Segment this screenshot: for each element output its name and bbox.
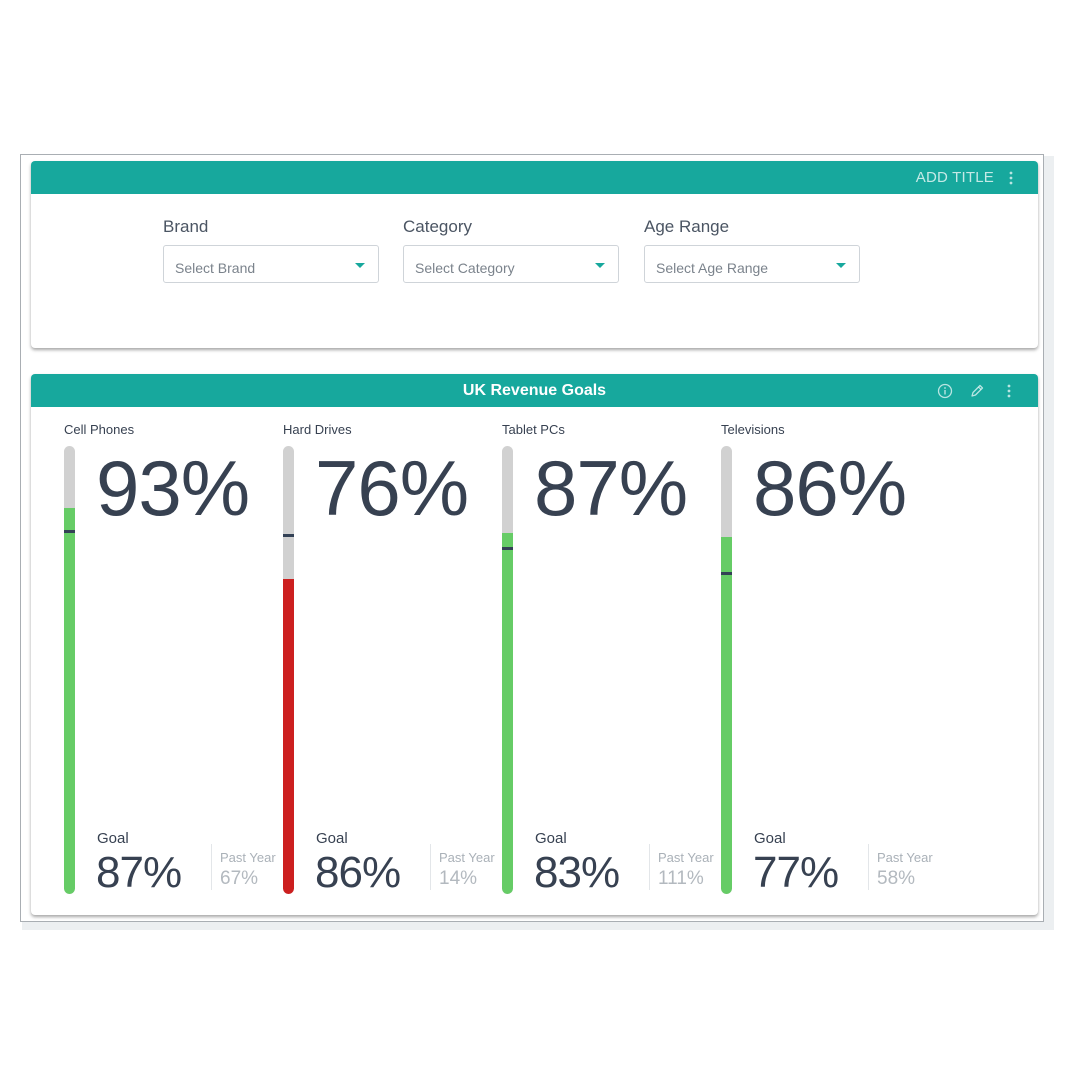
filter-widget-header: ADD TITLE	[31, 161, 1038, 194]
kebab-menu-icon[interactable]	[1002, 169, 1020, 187]
kpi-card-cell-phones: Cell Phones 93% Goal 87% Past Year 67%	[62, 406, 281, 897]
progress-bar-track	[64, 446, 75, 894]
caret-down-icon	[595, 263, 605, 268]
frame-shadow-right	[1044, 156, 1054, 930]
caret-down-icon	[355, 263, 365, 268]
goal-label: Goal	[97, 830, 129, 847]
goal-label: Goal	[535, 830, 567, 847]
kpi-value: 86%	[753, 444, 907, 532]
age-range-select-placeholder: Select Age Range	[656, 260, 769, 276]
category-filter: Category Select Category	[403, 217, 619, 283]
progress-bar-fill	[721, 537, 732, 894]
past-year-value: 111%	[658, 868, 704, 889]
past-year-label: Past Year	[439, 850, 495, 865]
brand-select-placeholder: Select Brand	[175, 260, 256, 276]
kpi-value: 93%	[96, 444, 250, 532]
past-year-value: 58%	[877, 868, 916, 889]
filter-header-actions	[1002, 161, 1020, 194]
age-range-select[interactable]: Select Age Range	[644, 245, 860, 283]
kpi-value: 87%	[534, 444, 688, 532]
divider	[868, 844, 869, 890]
brand-filter: Brand Select Brand	[163, 217, 379, 283]
category-filter-label: Category	[403, 217, 472, 236]
kpi-card-televisions: Televisions 86% Goal 77% Past Year 58%	[719, 406, 938, 897]
goal-value: 86%	[315, 848, 401, 897]
progress-bar-fill	[283, 579, 294, 894]
kpi-card-tablet-pcs: Tablet PCs 87% Goal 83% Past Year 111%	[500, 406, 719, 897]
past-year-value: 67%	[220, 868, 259, 889]
progress-bar-track	[502, 446, 513, 894]
goal-value: 83%	[534, 848, 620, 897]
kpi-card-hard-drives: Hard Drives 76% Goal 86% Past Year 14%	[281, 406, 500, 897]
revenue-widget-header: UK Revenue Goals	[31, 374, 1038, 407]
kpi-value: 76%	[315, 444, 469, 532]
goal-marker	[502, 547, 513, 550]
goal-label: Goal	[316, 830, 348, 847]
category-select[interactable]: Select Category	[403, 245, 619, 283]
category-select-placeholder: Select Category	[415, 260, 515, 276]
goal-marker	[283, 534, 294, 537]
kebab-menu-icon[interactable]	[1000, 382, 1018, 400]
brand-select[interactable]: Select Brand	[163, 245, 379, 283]
widget-title: UK Revenue Goals	[462, 382, 607, 399]
age-range-filter-label: Age Range	[644, 217, 730, 236]
kpi-name: Cell Phones	[64, 422, 135, 437]
goal-marker	[64, 530, 75, 533]
past-year-label: Past Year	[877, 850, 933, 865]
add-title-button[interactable]: ADD TITLE	[915, 169, 994, 186]
divider	[649, 844, 650, 890]
goal-value: 77%	[753, 848, 839, 897]
info-icon[interactable]	[936, 382, 954, 400]
kpi-name: Televisions	[721, 422, 785, 437]
past-year-label: Past Year	[658, 850, 714, 865]
goal-marker	[721, 572, 732, 575]
goal-value: 87%	[96, 848, 182, 897]
filter-widget: ADD TITLE Brand Select Brand Category Se…	[31, 161, 1038, 348]
kpi-name: Tablet PCs	[502, 422, 565, 437]
progress-bar-fill	[64, 508, 75, 894]
goal-label: Goal	[754, 830, 786, 847]
caret-down-icon	[836, 263, 846, 268]
pencil-icon[interactable]	[968, 382, 986, 400]
past-year-label: Past Year	[220, 850, 276, 865]
divider	[211, 844, 212, 890]
progress-bar-track	[721, 446, 732, 894]
revenue-goals-widget: UK Revenue Goals Cell Phones 93% Goal 87…	[31, 374, 1038, 915]
progress-bar-fill	[502, 533, 513, 894]
brand-filter-label: Brand	[163, 217, 209, 236]
kpi-name: Hard Drives	[283, 422, 352, 437]
past-year-value: 14%	[439, 868, 478, 889]
frame-shadow-bottom	[22, 922, 1054, 930]
divider	[430, 844, 431, 890]
revenue-header-actions	[936, 374, 1018, 407]
age-range-filter: Age Range Select Age Range	[644, 217, 860, 283]
progress-bar-track	[283, 446, 294, 894]
